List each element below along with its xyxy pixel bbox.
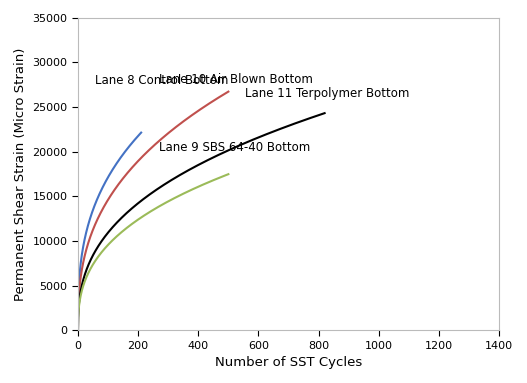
Text: Lane 11 Terpolymer Bottom: Lane 11 Terpolymer Bottom bbox=[245, 87, 409, 100]
Text: Lane 9 SBS 64-40 Bottom: Lane 9 SBS 64-40 Bottom bbox=[159, 141, 310, 154]
X-axis label: Number of SST Cycles: Number of SST Cycles bbox=[215, 356, 362, 369]
Text: Lane 10 Air Blown Bottom: Lane 10 Air Blown Bottom bbox=[159, 73, 313, 86]
Text: Lane 8 Control Bottom: Lane 8 Control Bottom bbox=[94, 74, 228, 87]
Y-axis label: Permanent Shear Strain (Micro Strain): Permanent Shear Strain (Micro Strain) bbox=[14, 47, 27, 301]
